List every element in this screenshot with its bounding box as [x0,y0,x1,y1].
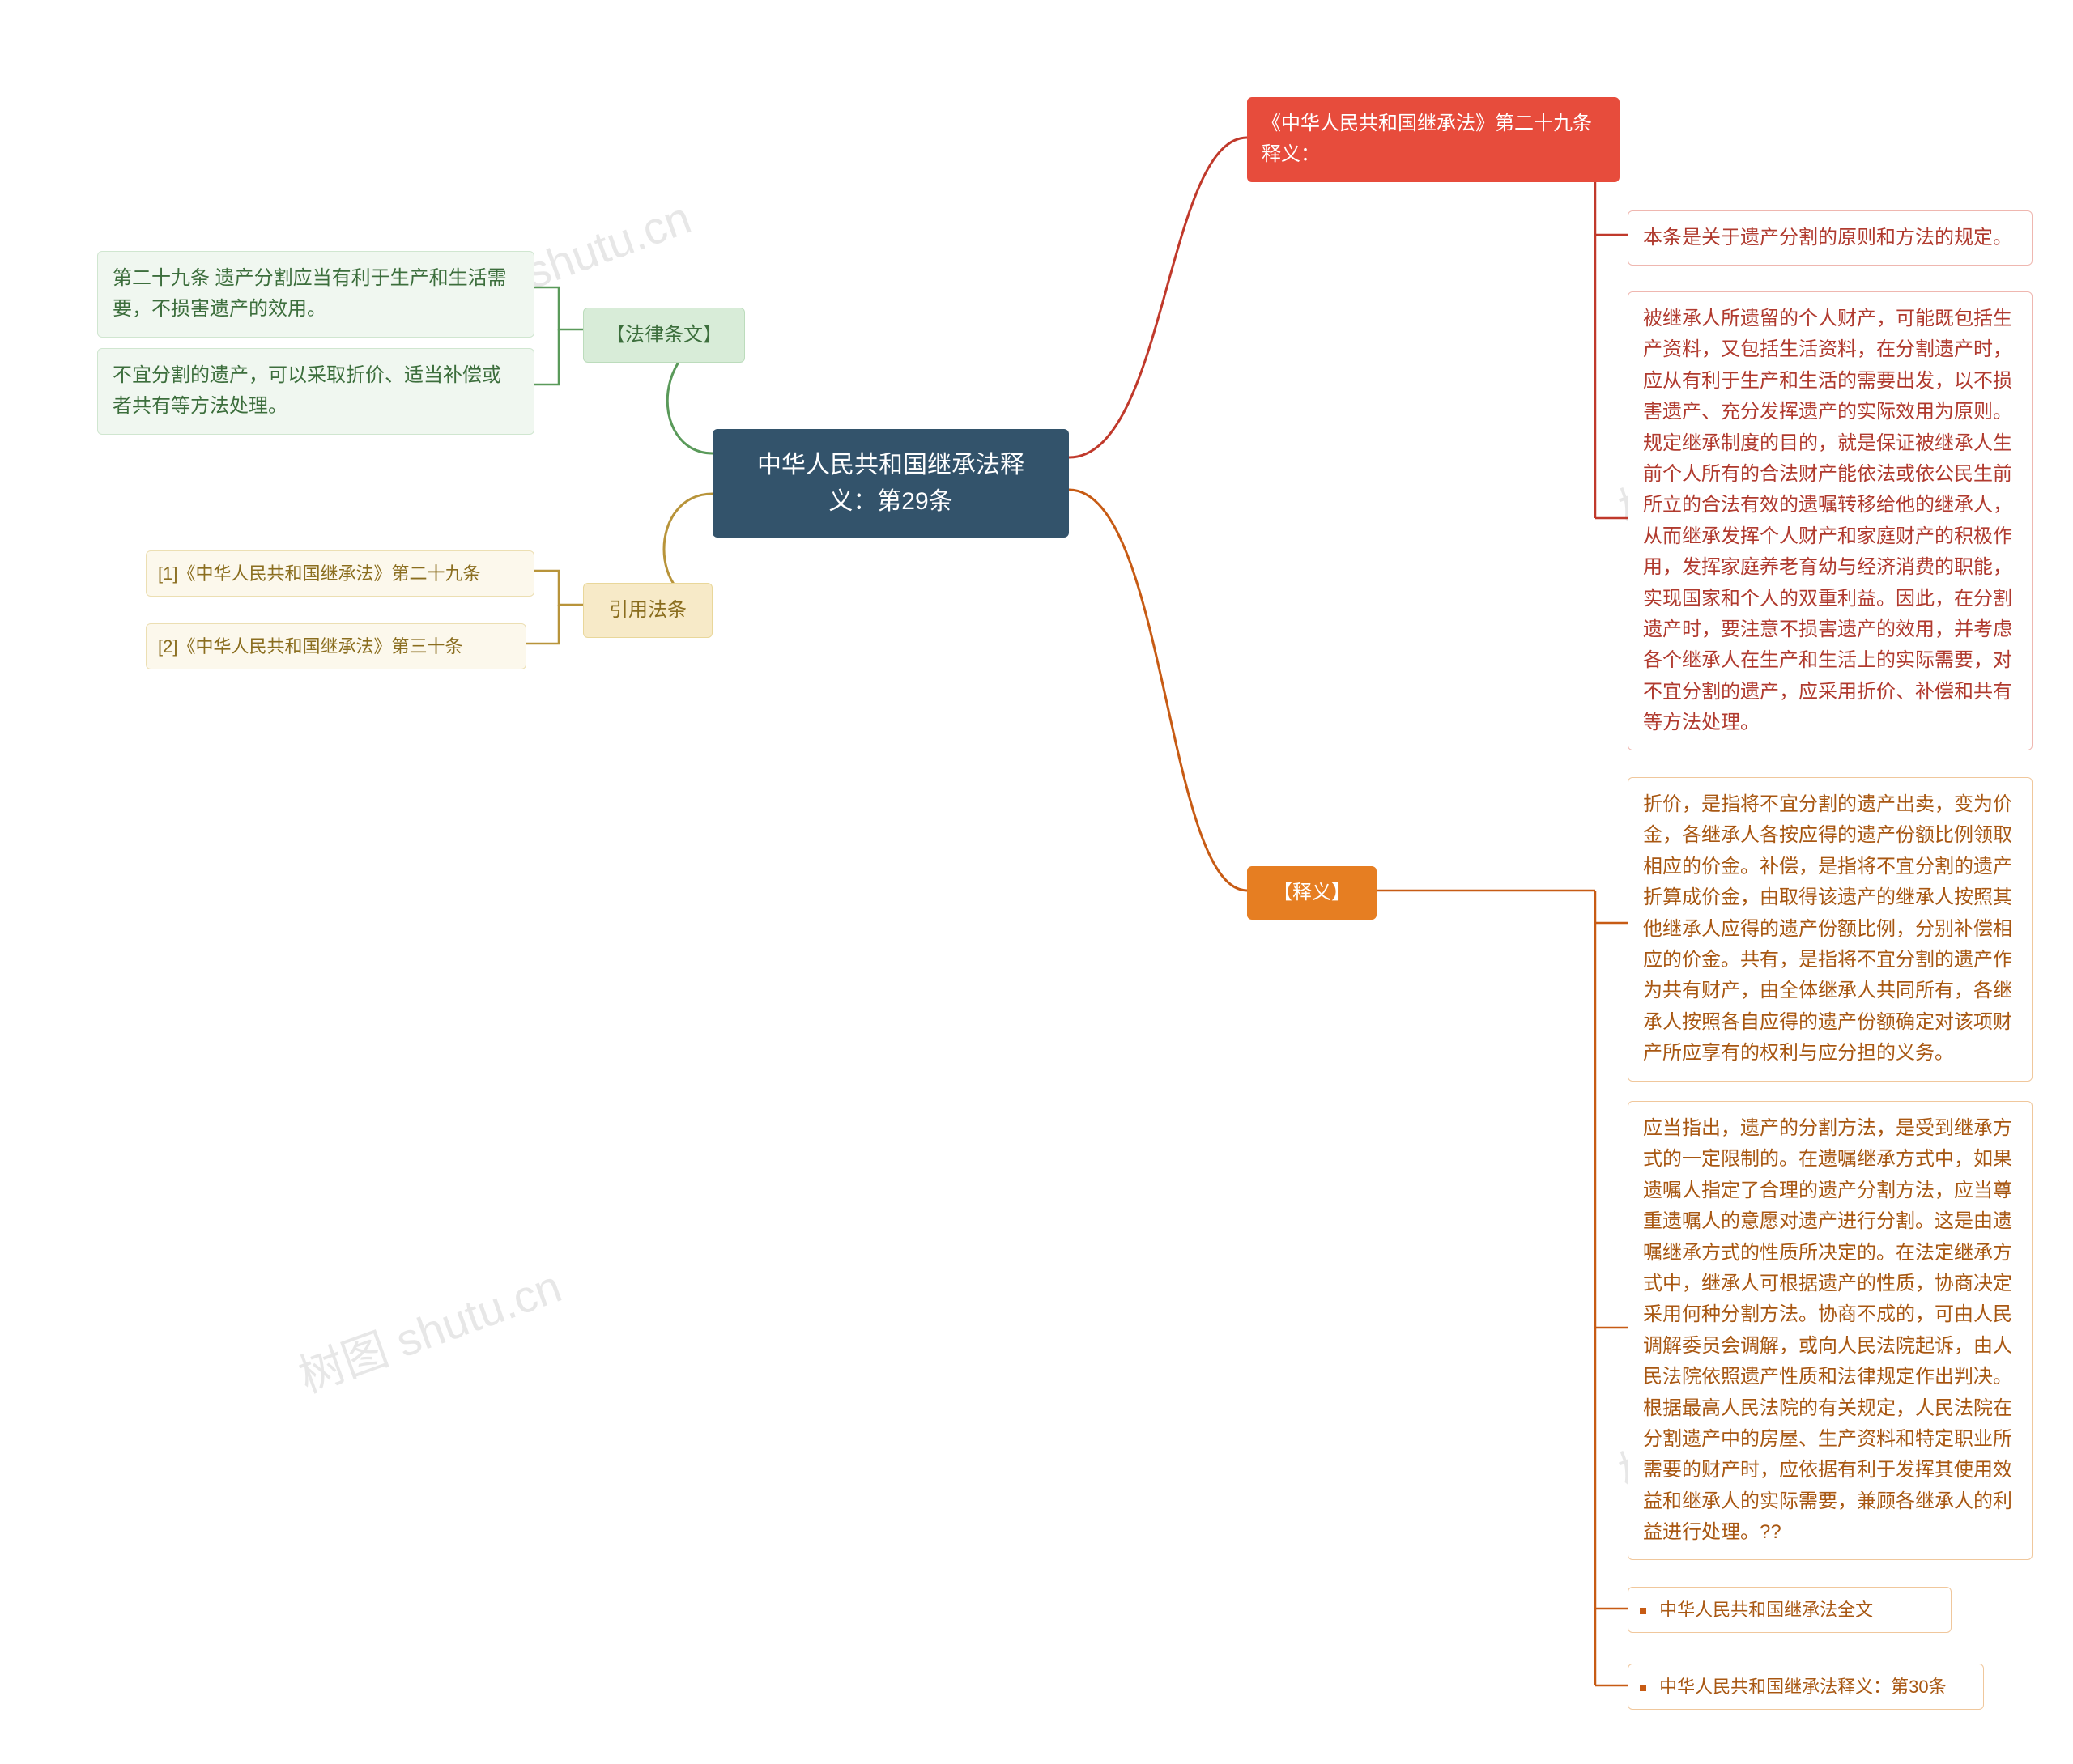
orange-leaf-2-text: 中华人民共和国继承法全文 [1659,1600,1873,1620]
branch-yellow[interactable]: 引用法条 [583,583,713,638]
red-leaf-0[interactable]: 本条是关于遗产分割的原则和方法的规定。 [1628,210,2033,266]
yellow-leaf-1[interactable]: [2]《中华人民共和国继承法》第三十条 [146,623,526,669]
orange-leaf-3-text: 中华人民共和国继承法释义：第30条 [1659,1677,1946,1697]
red-leaf-1-text: 被继承人所遗留的个人财产，可能既包括生产资料，又包括生活资料，在分割遗产时，应从… [1643,308,2012,733]
green-leaf-0-text: 第二十九条 遗产分割应当有利于生产和生活需要，不损害遗产的效用。 [113,267,507,320]
red-leaf-0-text: 本条是关于遗产分割的原则和方法的规定。 [1643,227,2012,249]
orange-leaf-3[interactable]: 中华人民共和国继承法释义：第30条 [1628,1664,1984,1710]
orange-leaf-0-text: 折价，是指将不宜分割的遗产出卖，变为价金，各继承人各按应得的遗产份额比例领取相应… [1643,793,2012,1064]
branch-green-label: 【法律条文】 [606,324,722,346]
yellow-leaf-0-text: [1]《中华人民共和国继承法》第二十九条 [158,563,480,584]
orange-leaf-2[interactable]: 中华人民共和国继承法全文 [1628,1587,1952,1633]
red-leaf-1[interactable]: 被继承人所遗留的个人财产，可能既包括生产资料，又包括生活资料，在分割遗产时，应从… [1628,291,2033,750]
branch-red[interactable]: 《中华人民共和国继承法》第二十九条释义： [1247,97,1620,182]
yellow-leaf-0[interactable]: [1]《中华人民共和国继承法》第二十九条 [146,550,534,597]
orange-leaf-1[interactable]: 应当指出，遗产的分割方法，是受到继承方式的一定限制的。在遗嘱继承方式中，如果遗嘱… [1628,1101,2033,1560]
orange-leaf-1-text: 应当指出，遗产的分割方法，是受到继承方式的一定限制的。在遗嘱继承方式中，如果遗嘱… [1643,1117,2012,1543]
green-leaf-1-text: 不宜分割的遗产，可以采取折价、适当补偿或者共有等方法处理。 [113,364,501,417]
root-node[interactable]: 中华人民共和国继承法释义：第29条 [713,429,1069,538]
bullet-icon [1640,1685,1646,1691]
orange-leaf-0[interactable]: 折价，是指将不宜分割的遗产出卖，变为价金，各继承人各按应得的遗产份额比例领取相应… [1628,777,2033,1082]
root-title: 中华人民共和国继承法释义：第29条 [757,452,1024,515]
branch-orange-label: 【释义】 [1273,882,1351,903]
branch-orange[interactable]: 【释义】 [1247,866,1377,920]
green-leaf-1[interactable]: 不宜分割的遗产，可以采取折价、适当补偿或者共有等方法处理。 [97,348,534,435]
yellow-leaf-1-text: [2]《中华人民共和国继承法》第三十条 [158,636,462,657]
branch-yellow-label: 引用法条 [609,599,687,621]
branch-green[interactable]: 【法律条文】 [583,308,745,363]
watermark: 树图 shutu.cn [288,1250,569,1405]
green-leaf-0[interactable]: 第二十九条 遗产分割应当有利于生产和生活需要，不损害遗产的效用。 [97,251,534,338]
bullet-icon [1640,1608,1646,1614]
branch-red-label: 《中华人民共和国继承法》第二十九条释义： [1262,113,1592,165]
